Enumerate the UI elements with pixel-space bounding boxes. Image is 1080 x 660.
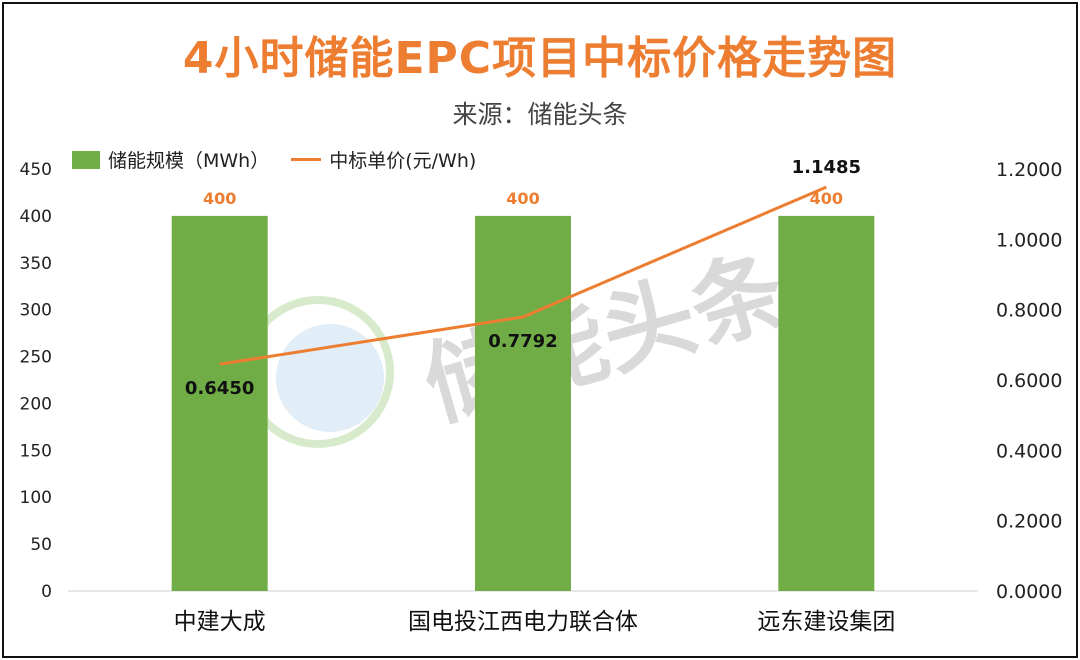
left-axis-tick-label: 0	[41, 582, 52, 602]
chart-subtitle: 来源：储能头条	[452, 100, 628, 129]
right-axis-tick-label: 0.6000	[996, 370, 1062, 392]
left-axis-tick-label: 300	[20, 301, 52, 321]
category-labels: 中建大成 国电投江西电力联合体 远东建设集团	[174, 609, 896, 635]
right-axis-tick-label: 0.0000	[996, 581, 1062, 603]
legend-line-swatch	[291, 158, 322, 161]
line-series-path	[219, 185, 827, 366]
legend-bar-swatch	[72, 150, 100, 169]
category-label: 国电投江西电力联合体	[408, 609, 638, 635]
line-series: 0.6450 0.7792 1.1485	[185, 157, 861, 399]
right-axis: 0.0000 0.2000 0.4000 0.6000 0.8000 1.0000 1.20…	[996, 159, 1062, 603]
bar-series: 400 400 400	[171, 189, 875, 591]
left-axis-tick-label: 250	[20, 348, 52, 368]
line-data-label: 0.7792	[488, 331, 557, 352]
bar-data-label: 400	[203, 189, 236, 208]
line-data-label: 1.1485	[792, 157, 861, 178]
bar-data-label: 400	[810, 189, 843, 208]
legend-bar-label: 储能规模（MWh）	[108, 150, 270, 172]
bar	[475, 215, 571, 591]
bar-data-label: 400	[506, 189, 539, 208]
left-axis-tick-label: 350	[20, 254, 52, 274]
right-axis-tick-label: 1.2000	[996, 159, 1062, 181]
bar	[778, 215, 875, 591]
right-axis-tick-label: 0.8000	[996, 300, 1062, 322]
right-axis-tick-label: 1.0000	[996, 229, 1062, 251]
right-axis-tick-label: 0.4000	[996, 440, 1062, 462]
line-data-label: 0.6450	[185, 378, 254, 399]
legend-line-label: 中标单价(元/Wh)	[329, 150, 477, 172]
left-axis-tick-label: 150	[20, 441, 52, 461]
category-label: 远东建设集团	[757, 609, 895, 635]
left-axis-tick-label: 450	[20, 160, 52, 180]
chart-title: 4小时储能EPC项目中标价格走势图	[182, 33, 898, 84]
left-axis-tick-label: 400	[20, 207, 52, 227]
left-axis-tick-label: 100	[20, 488, 52, 508]
left-axis-tick-label: 50	[30, 535, 52, 555]
right-axis-tick-label: 0.2000	[996, 511, 1062, 533]
left-axis-tick-label: 200	[20, 394, 52, 414]
legend: 储能规模（MWh） 中标单价(元/Wh)	[72, 146, 476, 173]
bar	[171, 215, 268, 591]
category-label: 中建大成	[174, 609, 266, 635]
watermark-text: 储能头条	[413, 236, 796, 440]
